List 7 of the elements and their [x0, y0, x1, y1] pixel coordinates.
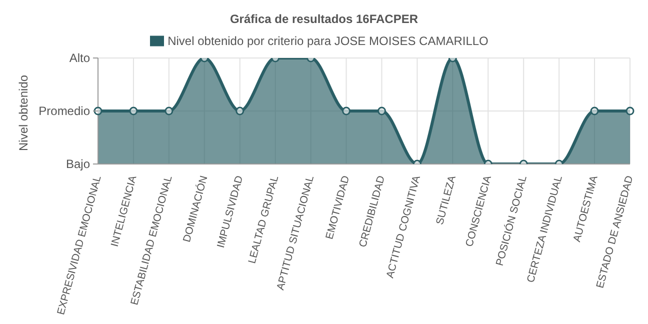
text: Bajo — [66, 157, 90, 171]
x-tick-label: LEALTAD GRUPAL — [246, 174, 282, 265]
legend-label: Nivel obtenido por criterio para JOSE MOISES CAMARILLO — [168, 34, 488, 48]
text: Alto — [69, 51, 90, 65]
text: Promedio — [38, 104, 90, 118]
y-axis-title: Nivel obtenido — [16, 74, 30, 151]
chart-title: Gráfica de resultados 16FACPER — [228, 11, 420, 28]
